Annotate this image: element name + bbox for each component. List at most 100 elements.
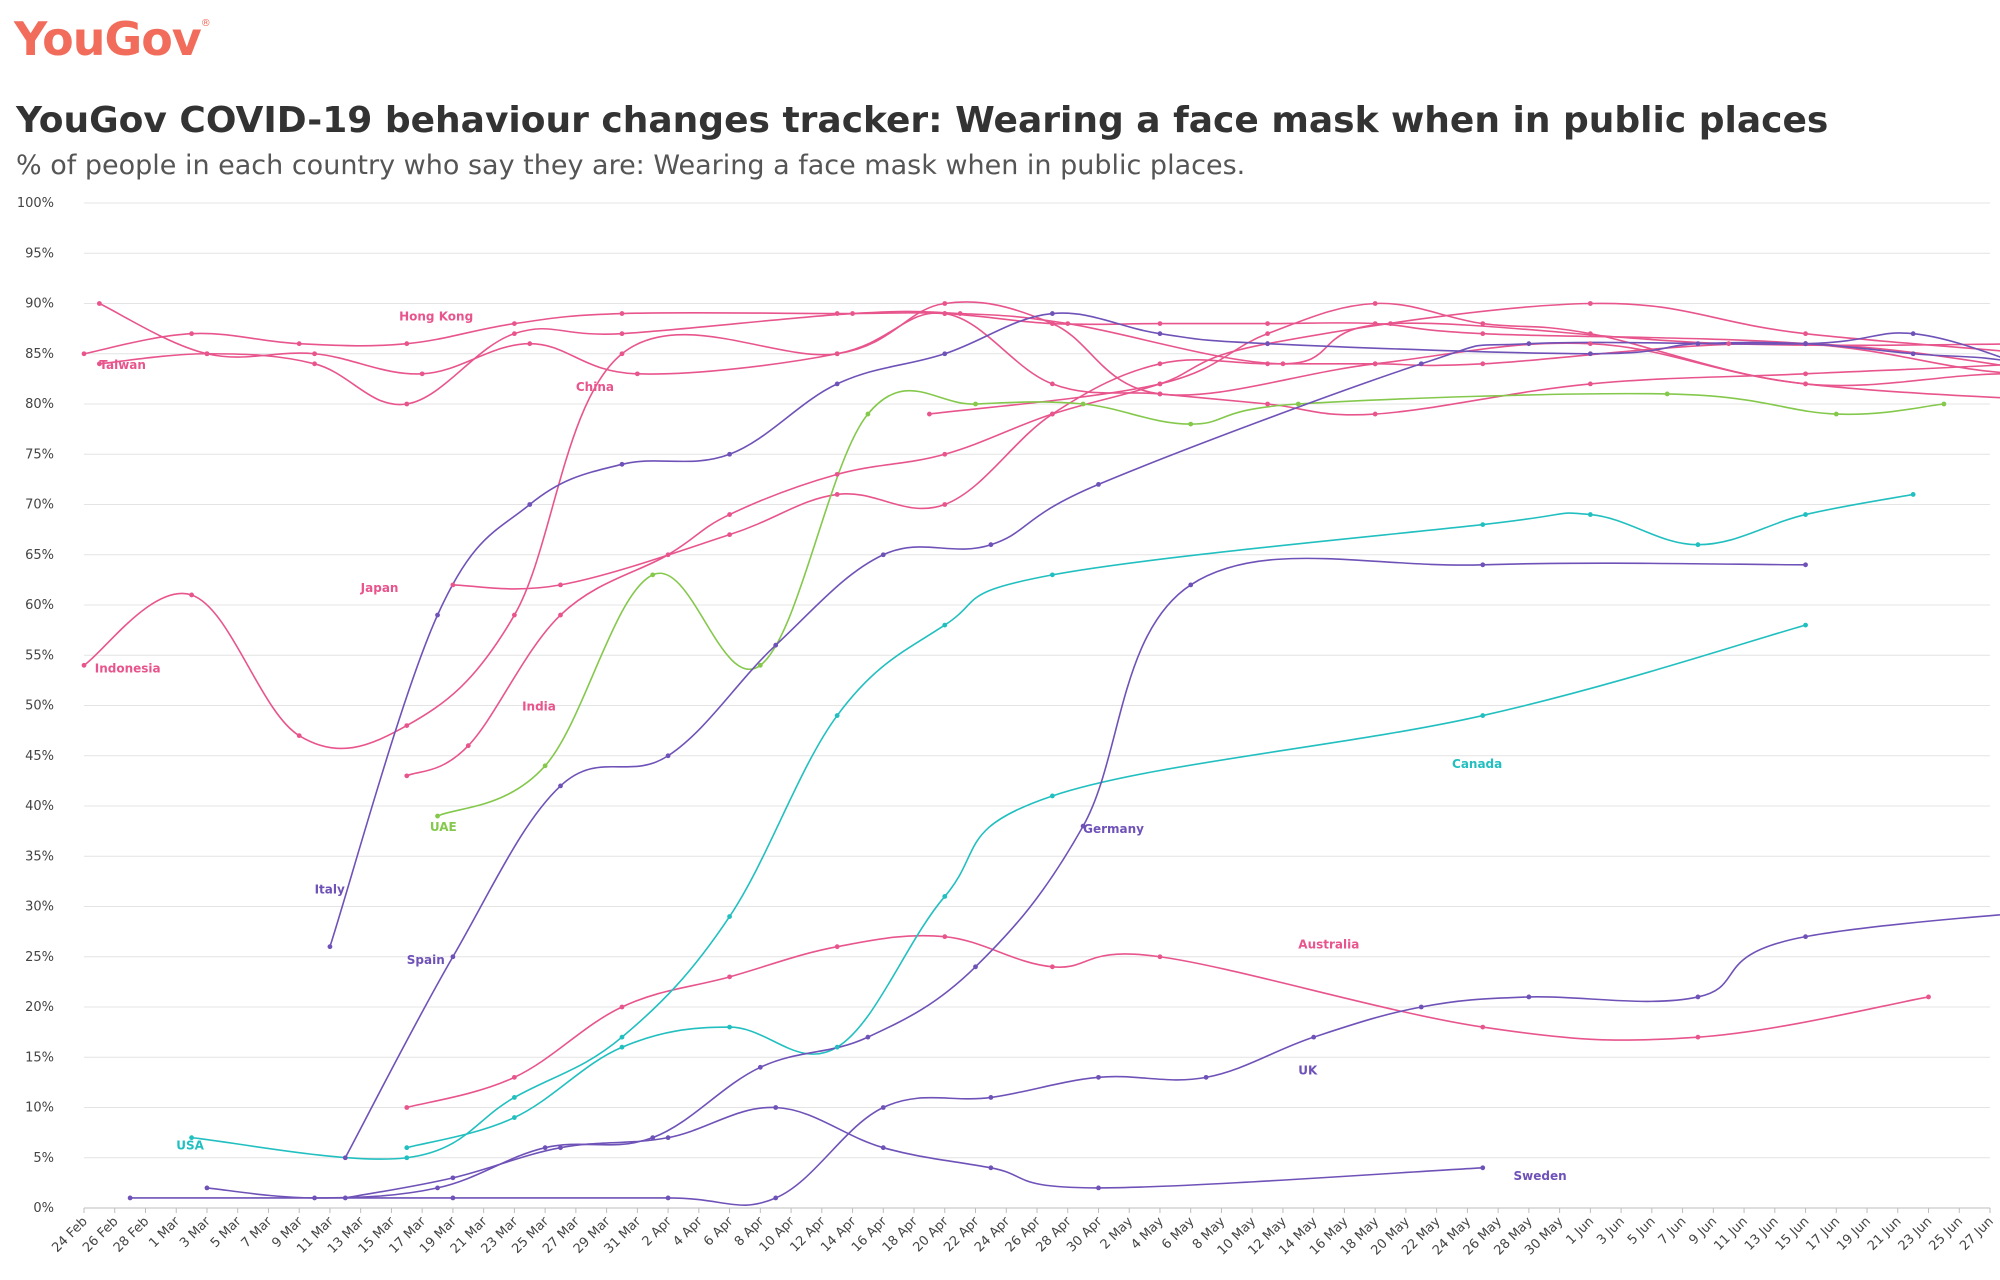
data-point-hong-kong [619,311,625,316]
y-tick-label: 95% [25,246,54,261]
data-point-china [1049,381,1055,387]
data-point-hong-kong [1265,321,1270,326]
x-tick-label: 19 Jun [1834,1214,1874,1254]
data-point-china [1587,381,1593,387]
data-point-italy [1587,351,1593,357]
data-point-germany [450,1195,456,1201]
series-lines [83,301,2000,1206]
data-point-italy [435,612,440,618]
x-tick-label: 5 Jun [1625,1214,1659,1248]
x-tick-label: 21 Jun [1865,1214,1905,1254]
data-point-india [1587,301,1593,306]
data-point-china [942,311,948,316]
data-point-australia [1480,1024,1486,1030]
data-point-japan [1157,361,1163,367]
data-point-india [404,773,410,779]
data-point-canada [942,894,948,899]
data-point-uae [1080,401,1086,407]
data-point-uae [1941,401,1947,407]
data-point-indonesia [1372,361,1378,367]
series-line-china [99,302,2000,416]
data-point-italy [1049,311,1055,316]
series-points [81,301,1947,1201]
x-tick-label: 3 Mar [177,1214,214,1251]
data-point-taiwan [957,311,963,316]
data-point-vietnam [927,411,932,417]
data-point-uk [973,964,978,970]
y-tick-label: 35% [25,849,54,864]
y-tick-label: 70% [25,498,54,513]
data-point-hong-kong [834,311,840,316]
series-line-indonesia [83,301,2000,750]
y-tick-label: 5% [33,1151,54,1166]
data-point-hong-kong [296,341,302,347]
x-tick-label: 4 May [1128,1214,1167,1253]
data-point-usa [1695,542,1701,548]
data-point-italy [1910,351,1916,357]
chart-title: YouGov COVID-19 behaviour changes tracke… [16,100,1829,141]
series-label-australia: Australia [1298,938,1359,952]
data-point-india [1049,411,1055,417]
data-point-uk [1480,562,1486,568]
y-tick-label: 30% [25,900,54,915]
series-label-uae: UAE [430,820,457,834]
data-point-spain [1910,331,1916,337]
data-point-indonesia [619,351,625,357]
data-point-australia [727,974,732,980]
data-point-taiwan [511,331,517,337]
data-point-taiwan [1726,341,1732,347]
data-point-usa [942,622,948,628]
data-point-uae [1295,401,1301,407]
data-point-uk [435,1185,440,1191]
data-point-uae [865,411,871,417]
data-point-uae [1833,411,1839,417]
data-point-spain [880,552,886,558]
data-point-china [312,351,317,357]
y-tick-label: 90% [25,297,54,312]
data-point-spain [665,753,671,759]
data-point-hong-kong [1157,321,1163,326]
data-point-japan [1265,361,1270,367]
data-point-india [942,451,948,457]
data-point-hong-kong [1372,321,1378,326]
data-point-spain [450,954,456,960]
data-point-japan [942,502,948,507]
data-point-japan [727,532,732,538]
logo-text: YouGov [14,12,202,66]
y-tick-label: 0% [33,1201,54,1216]
chart-subtitle: % of people in each country who say they… [16,150,1246,181]
data-point-hong-kong [1480,331,1486,337]
data-point-germany [1526,994,1532,1000]
data-point-indonesia [1587,341,1593,347]
data-point-taiwan [404,401,410,407]
data-point-china [527,341,533,347]
data-point-indonesia [834,351,840,357]
data-point-uk [204,1185,210,1191]
series-line-italy [329,312,2000,947]
data-point-china [204,351,210,357]
data-point-indonesia [511,612,517,618]
data-point-hong-kong [404,341,410,347]
x-tick-label: 7 Jun [1656,1214,1690,1248]
data-point-australia [404,1105,410,1110]
y-tick-label: 10% [25,1101,54,1116]
y-tick-label: 100% [17,196,54,211]
data-point-canada [727,1024,732,1030]
data-point-vietnam [1265,331,1270,337]
data-point-sweden [558,1145,563,1151]
series-label-india: India [522,700,556,714]
series-line-germany [130,913,2000,1206]
data-point-spain [342,1155,348,1161]
data-point-sweden [1096,1185,1101,1191]
data-point-germany [988,1095,994,1100]
data-point-germany [880,1105,886,1110]
data-point-taiwan [850,311,855,316]
data-point-india [834,471,840,477]
chart-grid [84,202,1990,1209]
data-point-uk [650,1135,656,1141]
yougov-logo: YouGov® [14,12,211,66]
x-tick-label: 6 Apr [701,1214,737,1250]
data-point-india [1157,381,1163,387]
series-label-japan: Japan [360,581,399,595]
